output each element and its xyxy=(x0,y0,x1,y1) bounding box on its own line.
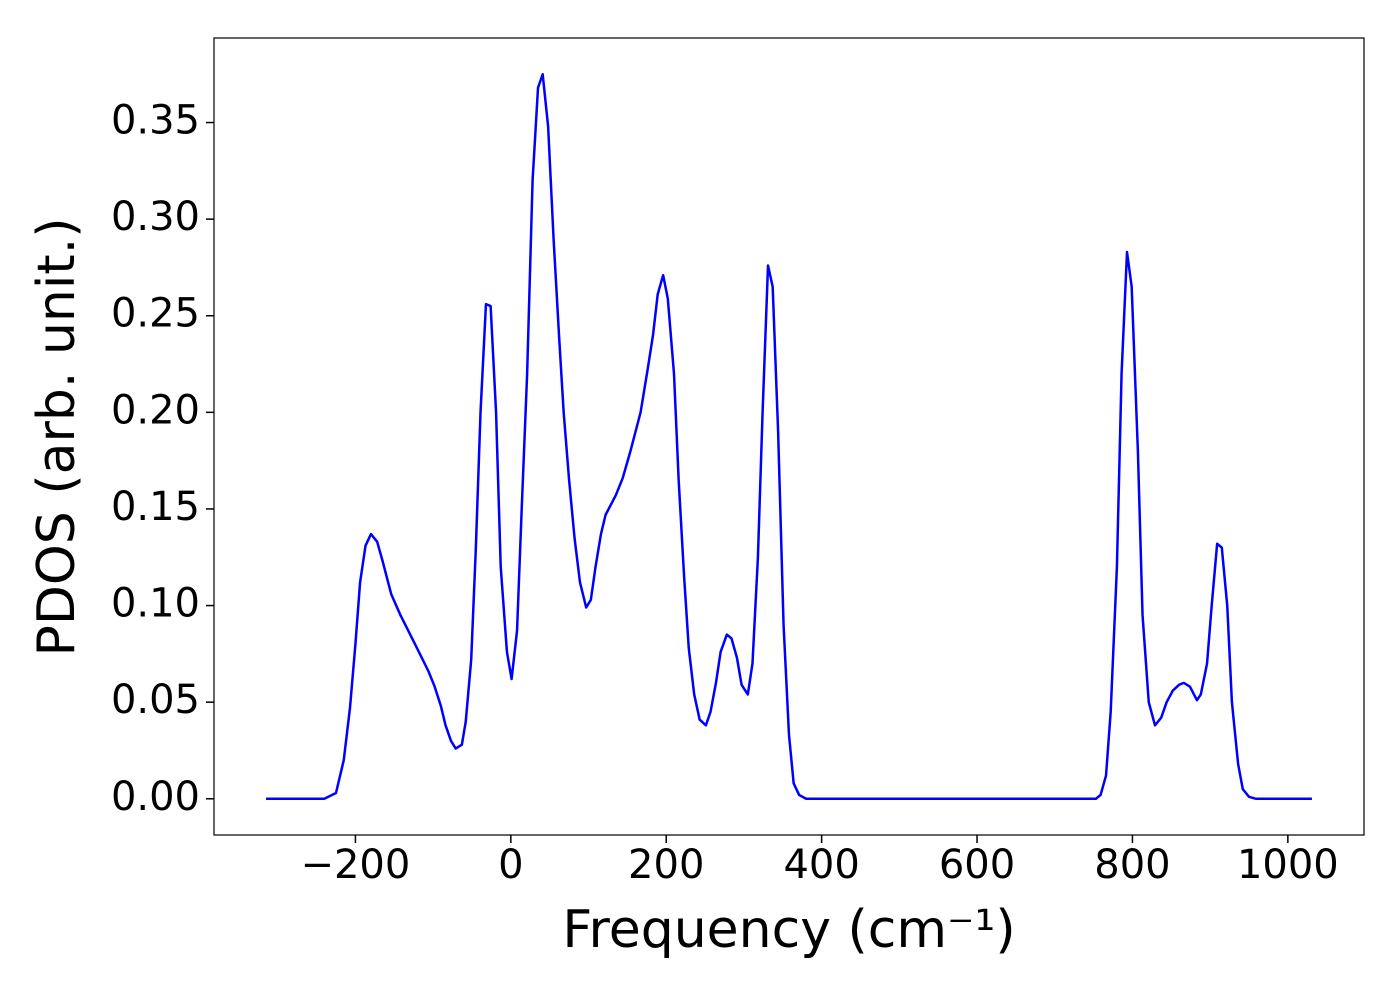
y-tick-label: 0.05 xyxy=(111,677,200,723)
x-axis-label: Frequency (cm⁻¹) xyxy=(562,900,1015,960)
x-tick-label: 0 xyxy=(498,842,523,888)
y-tick-label: 0.15 xyxy=(111,484,200,530)
line xyxy=(266,72,1312,801)
plot-frame xyxy=(213,37,1365,836)
x-tick-label: 1000 xyxy=(1237,842,1339,888)
y-tick-label: 0.00 xyxy=(111,774,200,820)
y-tick-label: 0.30 xyxy=(111,194,200,240)
y-tick-label: 0.25 xyxy=(111,291,200,337)
x-tick-label: 800 xyxy=(1094,842,1170,888)
x-tick-label: −200 xyxy=(300,842,410,888)
y-tick-label: 0.35 xyxy=(111,98,200,144)
y-tick-label: 0.20 xyxy=(111,387,200,433)
y-axis-label: PDOS (arb. unit.) xyxy=(27,217,87,656)
x-tick-label: 200 xyxy=(628,842,704,888)
x-tick-label: 600 xyxy=(939,842,1015,888)
x-tick-label: 400 xyxy=(783,842,859,888)
y-tick-label: 0.10 xyxy=(111,581,200,627)
